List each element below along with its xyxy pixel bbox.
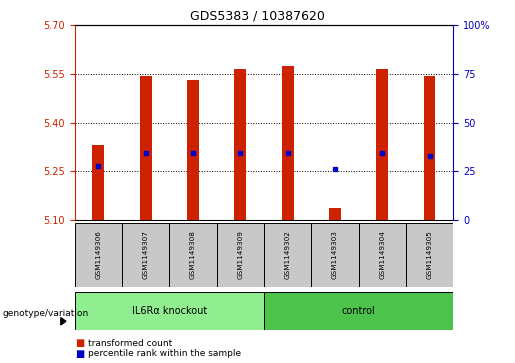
Bar bbox=[187, 81, 199, 220]
Text: GSM1149308: GSM1149308 bbox=[190, 231, 196, 280]
Bar bbox=[282, 66, 294, 220]
Text: transformed count: transformed count bbox=[88, 339, 172, 347]
Text: GSM1149307: GSM1149307 bbox=[143, 231, 149, 280]
FancyBboxPatch shape bbox=[169, 223, 217, 287]
FancyBboxPatch shape bbox=[264, 223, 311, 287]
Polygon shape bbox=[61, 318, 66, 325]
Text: GSM1149309: GSM1149309 bbox=[237, 231, 243, 280]
Text: GDS5383 / 10387620: GDS5383 / 10387620 bbox=[190, 9, 325, 22]
FancyBboxPatch shape bbox=[75, 292, 264, 330]
Bar bbox=[329, 208, 341, 220]
Text: control: control bbox=[341, 306, 375, 316]
FancyBboxPatch shape bbox=[75, 223, 122, 287]
Text: ■: ■ bbox=[75, 349, 84, 359]
Bar bbox=[140, 76, 151, 220]
Text: GSM1149303: GSM1149303 bbox=[332, 231, 338, 280]
Bar bbox=[234, 69, 246, 220]
FancyBboxPatch shape bbox=[311, 223, 358, 287]
Text: GSM1149306: GSM1149306 bbox=[95, 231, 101, 280]
Bar bbox=[424, 76, 436, 220]
FancyBboxPatch shape bbox=[406, 223, 453, 287]
FancyBboxPatch shape bbox=[217, 223, 264, 287]
Bar bbox=[92, 145, 104, 220]
Text: GSM1149304: GSM1149304 bbox=[379, 231, 385, 280]
FancyBboxPatch shape bbox=[122, 223, 169, 287]
Text: GSM1149302: GSM1149302 bbox=[285, 231, 290, 280]
Text: percentile rank within the sample: percentile rank within the sample bbox=[88, 350, 241, 358]
Text: ■: ■ bbox=[75, 338, 84, 348]
Text: IL6Rα knockout: IL6Rα knockout bbox=[132, 306, 207, 316]
Text: GSM1149305: GSM1149305 bbox=[426, 231, 433, 280]
Bar bbox=[376, 69, 388, 220]
Text: genotype/variation: genotype/variation bbox=[3, 310, 89, 318]
FancyBboxPatch shape bbox=[264, 292, 453, 330]
FancyBboxPatch shape bbox=[358, 223, 406, 287]
